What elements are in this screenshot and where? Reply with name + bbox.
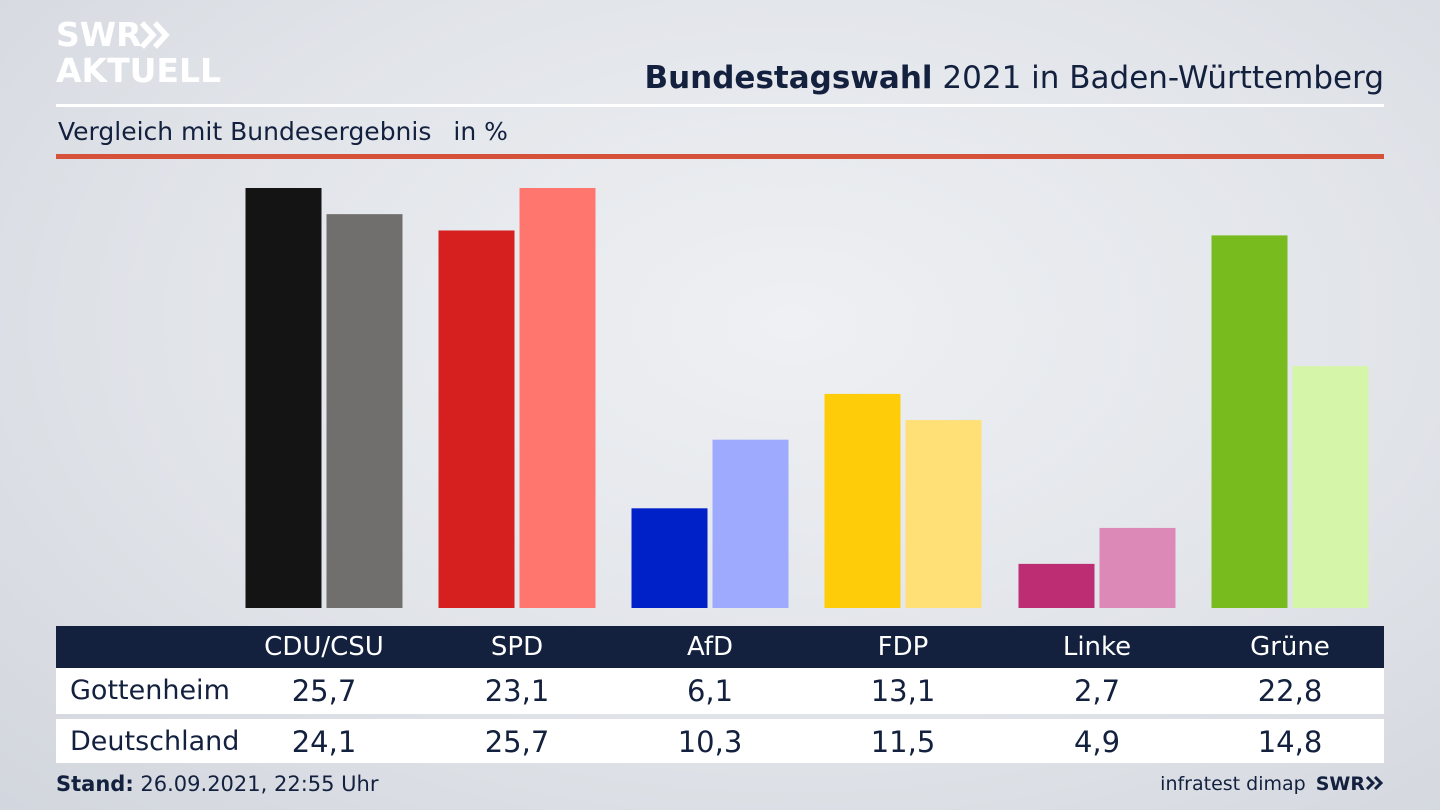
bar-linke-deutschland [1099,527,1176,608]
stand-label: Stand: [56,772,134,796]
bar-fdp-deutschland [905,420,982,608]
table-row-deutschland: Deutschland 24,1 25,7 10,3 11,5 4,9 14,8 [56,719,1384,763]
bar-afd-gottenheim [631,508,708,608]
source-credit: infratest dimap SWR [1160,770,1384,798]
value-label-deutschland-fdp: 11,5 [870,725,936,759]
value-label-deutschland-gr-ne: 14,8 [1257,725,1323,759]
row-label-gottenheim: Gottenheim [70,675,230,706]
timestamp: Stand: 26.09.2021, 22:55 Uhr [56,770,379,798]
bar-fdp-gottenheim [824,393,901,608]
source-label: infratest dimap [1160,773,1306,795]
stand-value: 26.09.2021, 22:55 Uhr [133,772,379,796]
bar-afd-deutschland [712,439,789,608]
bar-gr-ne-deutschland [1292,366,1369,608]
value-label-deutschland-cdu-csu: 24,1 [291,725,357,759]
value-label-gottenheim-cdu-csu: 25,7 [291,674,357,708]
category-label-spd: SPD [490,632,544,662]
logo-line-2: AKTUELL [56,51,222,90]
title-divider [56,104,1384,107]
swr-aktuell-logo: SWR AKTUELL [56,16,226,92]
results-table: CDU/CSU SPD AfD FDP Linke Grüne Gottenheim 25… [56,626,1384,763]
chevron-right-icon [140,21,170,49]
chart-subtitle: Vergleich mit Bundesergebnis in % [58,114,508,150]
bar-spd-gottenheim [438,230,515,608]
value-label-gottenheim-fdp: 13,1 [870,674,936,708]
chevron-right-icon [1365,775,1384,791]
logo-line-1: SWR [56,15,142,54]
table-header-row: CDU/CSU SPD AfD FDP Linke Grüne [56,626,1384,668]
bar-gr-ne-gottenheim [1211,235,1288,608]
category-label-gr-ne: Grüne [1250,632,1330,662]
subtitle-text: Vergleich mit Bundesergebnis [58,117,432,146]
bar-spd-deutschland [519,188,596,608]
value-label-deutschland-linke: 4,9 [1073,725,1121,759]
unit-label: in % [453,117,508,146]
table-row-gottenheim: Gottenheim 25,7 23,1 6,1 13,1 2,7 22,8 [56,668,1384,714]
value-label-gottenheim-linke: 2,7 [1073,674,1121,708]
chart-title-bold: Bundestagswahl [644,60,933,96]
category-label-afd: AfD [686,632,734,662]
value-label-gottenheim-afd: 6,1 [686,674,734,708]
category-label-cdu-csu: CDU/CSU [264,632,384,662]
value-label-gottenheim-spd: 23,1 [484,674,550,708]
bar-cdu-csu-deutschland [326,214,403,608]
value-label-deutschland-afd: 10,3 [677,725,743,759]
chart-title: Bundestagswahl 2021 in Baden-Württemberg [644,58,1384,98]
value-label-gottenheim-gr-ne: 22,8 [1257,674,1323,708]
subtitle-divider [56,154,1384,159]
swr-brand-label: SWR [1315,773,1365,795]
category-label-fdp: FDP [877,632,929,662]
value-label-deutschland-spd: 25,7 [484,725,550,759]
bar-cdu-csu-gottenheim [245,188,322,608]
category-label-linke: Linke [1062,632,1132,662]
row-label-deutschland: Deutschland [70,726,240,757]
bar-linke-gottenheim [1018,563,1095,608]
chart-title-rest: 2021 in Baden-Württemberg [932,60,1384,96]
